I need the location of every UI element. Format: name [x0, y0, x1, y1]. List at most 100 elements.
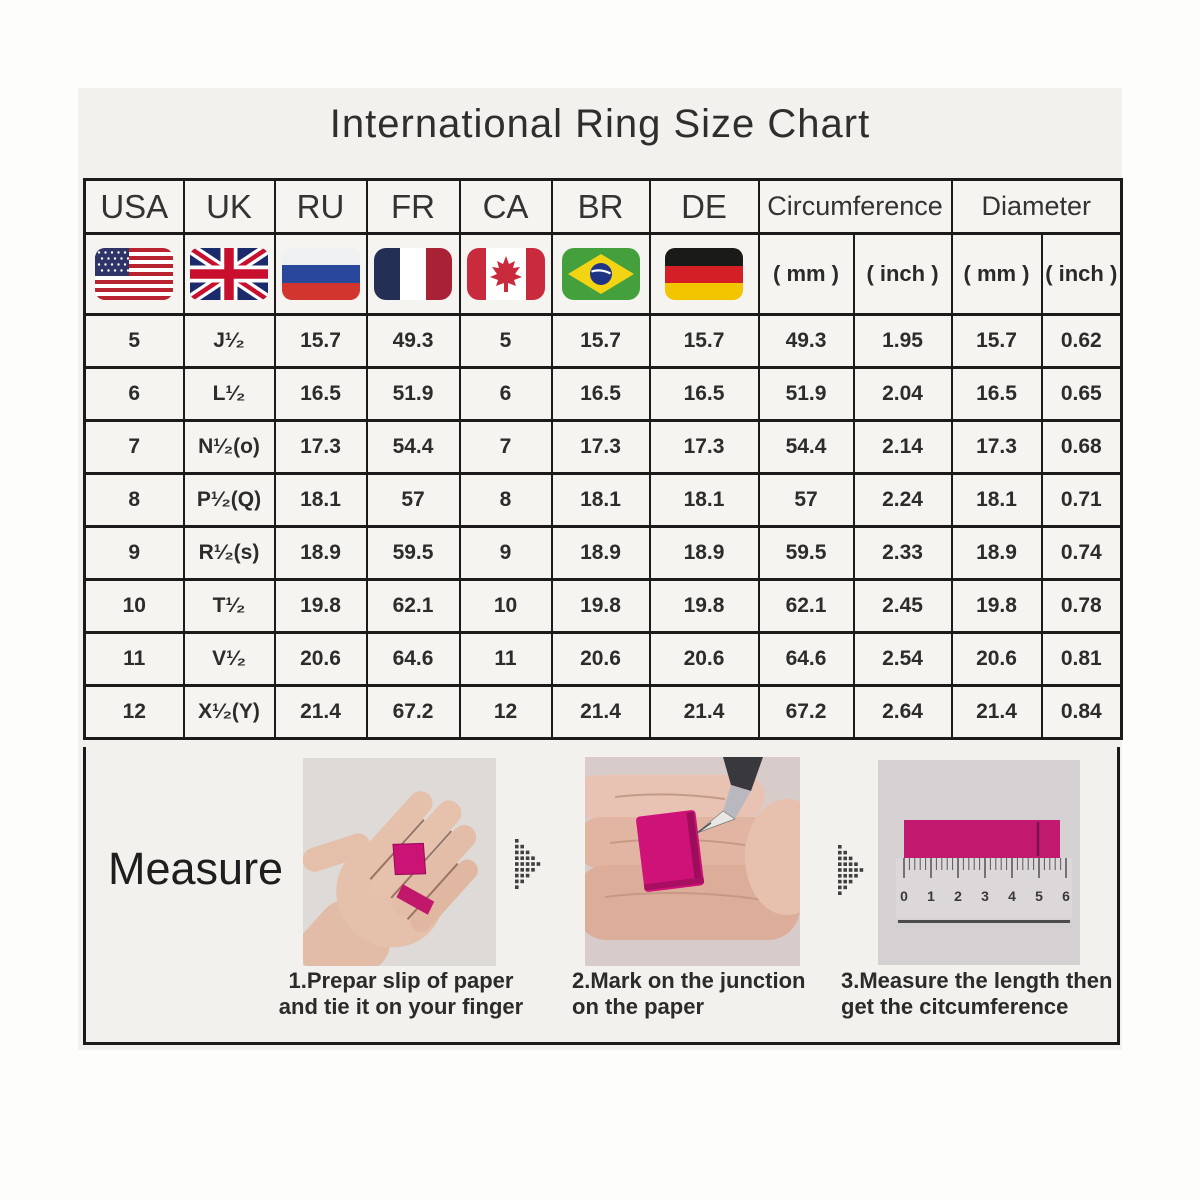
hand-with-paper-strip-illustration — [303, 758, 496, 966]
cell-r7-c9: 2.54 — [852, 631, 953, 687]
cell-r2-c4: 51.9 — [365, 366, 461, 422]
cell-r8-c8: 67.2 — [757, 684, 855, 740]
cell-r8-c6: 21.4 — [550, 684, 651, 740]
right-arrow-icon — [838, 845, 864, 895]
ring-size-table-body: 5 J¹⁄₂ 15.7 49.3 5 15.7 15.7 49.3 1.95 15.7 0.62 6 L… — [83, 313, 1123, 740]
cell-r7-c11: 0.81 — [1040, 631, 1123, 687]
ruler-measuring-strip-illustration: 0 1 2 3 4 5 6 — [878, 760, 1080, 965]
cell-r3-c7: 17.3 — [648, 419, 760, 475]
flag-cell-canada — [458, 232, 553, 316]
cell-r3-c5: 7 — [458, 419, 553, 475]
cell-r1-c8: 49.3 — [757, 313, 855, 369]
cell-r2-c5: 6 — [458, 366, 553, 422]
flag-cell-germany — [648, 232, 760, 316]
cell-r4-c2: P¹⁄₂(Q) — [182, 472, 276, 528]
col-header-br: BR — [550, 178, 651, 235]
cell-r8-c11: 0.84 — [1040, 684, 1123, 740]
cell-r7-c3: 20.6 — [273, 631, 368, 687]
pen-marking-junction-illustration — [585, 757, 800, 966]
brazil-flag-icon — [561, 248, 640, 300]
col-header-ca: CA — [458, 178, 553, 235]
chart-panel: International Ring Size Chart USA UK RU … — [78, 88, 1123, 1050]
cell-r6-c10: 19.8 — [950, 578, 1043, 634]
step1-photo — [303, 758, 496, 966]
subheader-circumference-inch: ( inch ) — [852, 232, 953, 316]
step3-caption-line1: 3.Measure the length then — [841, 968, 1113, 993]
cell-r7-c7: 20.6 — [648, 631, 760, 687]
step2-photo — [585, 757, 800, 966]
cell-r3-c9: 2.14 — [852, 419, 953, 475]
flag-cell-russia — [273, 232, 368, 316]
cell-r8-c5: 12 — [458, 684, 553, 740]
cell-r5-c4: 59.5 — [365, 525, 461, 581]
col-header-circumference: Circumference — [757, 178, 953, 235]
usa-flag-icon — [95, 248, 174, 300]
cell-r4-c7: 18.1 — [648, 472, 760, 528]
cell-r5-c6: 18.9 — [550, 525, 651, 581]
cell-r4-c11: 0.71 — [1040, 472, 1123, 528]
cell-r3-c4: 54.4 — [365, 419, 461, 475]
ring-size-table: USA UK RU FR CA BR DE Circumference Diam… — [83, 178, 1123, 740]
cell-r2-c1: 6 — [83, 366, 185, 422]
cell-r7-c5: 11 — [458, 631, 553, 687]
subheader-diameter-mm: ( mm ) — [950, 232, 1043, 316]
flag-cell-france — [365, 232, 461, 316]
col-header-ru: RU — [273, 178, 368, 235]
cell-r2-c7: 16.5 — [648, 366, 760, 422]
table-header-row: USA UK RU FR CA BR DE Circumference Diam… — [83, 178, 1123, 235]
table-row: 5 J¹⁄₂ 15.7 49.3 5 15.7 15.7 49.3 1.95 15.7 0.62 — [83, 313, 1123, 369]
cell-r3-c6: 17.3 — [550, 419, 651, 475]
step2-caption: 2.Mark on the junction on the paper — [572, 968, 852, 1020]
cell-r2-c2: L¹⁄₂ — [182, 366, 276, 422]
cell-r1-c4: 49.3 — [365, 313, 461, 369]
cell-r3-c1: 7 — [83, 419, 185, 475]
cell-r8-c1: 12 — [83, 684, 185, 740]
cell-r7-c8: 64.6 — [757, 631, 855, 687]
cell-r1-c6: 15.7 — [550, 313, 651, 369]
flag-cell-uk — [182, 232, 276, 316]
page-title: International Ring Size Chart — [329, 102, 871, 146]
cell-r1-c3: 15.7 — [273, 313, 368, 369]
cell-r4-c10: 18.1 — [950, 472, 1043, 528]
cell-r6-c4: 62.1 — [365, 578, 461, 634]
measure-label: Measure — [108, 843, 284, 894]
cell-r5-c9: 2.33 — [852, 525, 953, 581]
cell-r4-c8: 57 — [757, 472, 855, 528]
step3-caption-line2: get the citcumference — [841, 993, 1069, 1019]
cell-r4-c1: 8 — [83, 472, 185, 528]
cell-r2-c3: 16.5 — [273, 366, 368, 422]
subheader-diameter-inch: ( inch ) — [1040, 232, 1123, 316]
ruler-number: 4 — [1008, 888, 1016, 904]
table-row: 6 L¹⁄₂ 16.5 51.9 6 16.5 16.5 51.9 2.04 16.5 0.65 — [83, 366, 1123, 422]
col-header-de: DE — [648, 178, 760, 235]
step2-caption-line2: on the paper — [572, 993, 705, 1019]
cell-r5-c8: 59.5 — [757, 525, 855, 581]
cell-r5-c7: 18.9 — [648, 525, 760, 581]
cell-r7-c6: 20.6 — [550, 631, 651, 687]
cell-r7-c2: V¹⁄₂ — [182, 631, 276, 687]
cell-r6-c9: 2.45 — [852, 578, 953, 634]
ruler-number: 2 — [954, 888, 962, 904]
cell-r5-c10: 18.9 — [950, 525, 1043, 581]
cell-r5-c5: 9 — [458, 525, 553, 581]
flag-cell-usa — [83, 232, 185, 316]
cell-r8-c10: 21.4 — [950, 684, 1043, 740]
cell-r1-c10: 15.7 — [950, 313, 1043, 369]
flag-cell-brazil — [550, 232, 651, 316]
cell-r5-c3: 18.9 — [273, 525, 368, 581]
ruler-number: 3 — [981, 888, 989, 904]
russia-flag-icon — [281, 248, 360, 300]
step3-photo: 0 1 2 3 4 5 6 — [878, 760, 1080, 965]
table-row: 9 R¹⁄₂(s) 18.9 59.5 9 18.9 18.9 59.5 2.33 18.9 0.7… — [83, 525, 1123, 581]
cell-r3-c11: 0.68 — [1040, 419, 1123, 475]
cell-r1-c7: 15.7 — [648, 313, 760, 369]
cell-r6-c2: T¹⁄₂ — [182, 578, 276, 634]
ruler-number: 0 — [900, 888, 908, 904]
cell-r6-c6: 19.8 — [550, 578, 651, 634]
table-row: 8 P¹⁄₂(Q) 18.1 57 8 18.1 18.1 57 2.24 18.1 0.71 — [83, 472, 1123, 528]
col-header-diameter: Diameter — [950, 178, 1123, 235]
cell-r3-c10: 17.3 — [950, 419, 1043, 475]
cell-r8-c4: 67.2 — [365, 684, 461, 740]
canada-flag-icon — [466, 248, 545, 300]
cell-r6-c11: 0.78 — [1040, 578, 1123, 634]
